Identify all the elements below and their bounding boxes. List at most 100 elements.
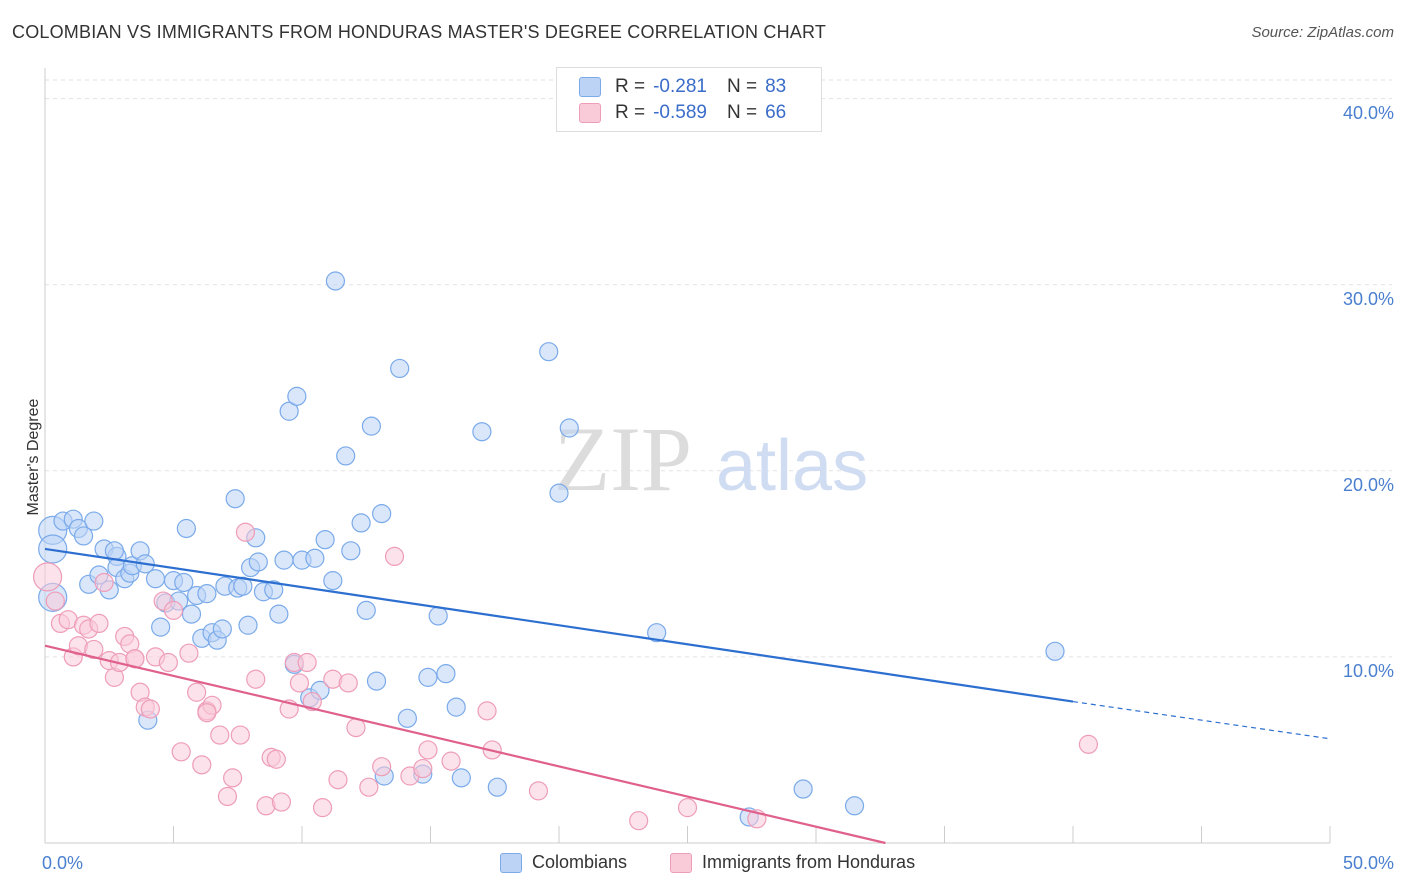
- colombians-point: [274, 550, 294, 570]
- honduras-point: [179, 643, 199, 663]
- honduras-point: [418, 740, 438, 760]
- colombians-point: [472, 422, 492, 442]
- colombians-point: [325, 271, 346, 291]
- colombians-point: [361, 416, 381, 436]
- legend-n-value: 83: [765, 76, 787, 97]
- honduras-point: [217, 786, 238, 807]
- honduras-point: [297, 652, 317, 673]
- bottom-legend-label: Immigrants from Honduras: [702, 852, 916, 872]
- legend-n-label: N =: [726, 102, 758, 123]
- colombians-point: [248, 552, 268, 572]
- legend-r-value: -0.281: [653, 76, 707, 97]
- colombians-point: [233, 576, 253, 596]
- legend-n-label: N =: [726, 76, 758, 97]
- honduras-point: [140, 699, 160, 719]
- colombians-point: [287, 386, 307, 406]
- honduras-point: [477, 701, 497, 721]
- legend-r-label: R =: [615, 76, 646, 97]
- colombians-point: [212, 619, 232, 639]
- legend-r-label: R =: [615, 102, 646, 123]
- colombians-point: [238, 615, 258, 635]
- honduras-point: [84, 639, 104, 660]
- trend-lines: [44, 547, 1331, 845]
- colombians-point: [549, 483, 569, 503]
- honduras-point: [413, 758, 433, 779]
- honduras-point: [302, 691, 322, 712]
- honduras-point: [163, 600, 184, 620]
- honduras-point: [230, 725, 250, 745]
- colombians-point: [336, 446, 356, 466]
- y-tick-label: 40.0%: [1342, 102, 1394, 123]
- correlation-legend: R = -0.281 N = 83 R = -0.589 N = 66: [556, 67, 822, 132]
- colombians-point: [436, 664, 456, 684]
- bottom-legend-honduras: Immigrants from Honduras: [670, 852, 915, 873]
- colombians-point: [397, 708, 417, 728]
- bottom-legend-swatch-pink: [670, 852, 692, 873]
- legend-row-honduras: R = -0.589 N = 66: [579, 101, 786, 125]
- colombians-point: [647, 623, 667, 643]
- colombians-point: [487, 777, 507, 797]
- watermark-atlas: atlas: [716, 426, 868, 506]
- bottom-legend-swatch-blue: [500, 852, 522, 873]
- colombians-point: [84, 511, 104, 531]
- colombians-point: [181, 604, 202, 624]
- data-points: [32, 271, 1099, 831]
- colombians-point: [176, 518, 196, 539]
- honduras-point: [338, 673, 358, 693]
- honduras-point: [441, 751, 461, 771]
- colombians-point: [323, 571, 343, 591]
- y-tick-label: 30.0%: [1342, 288, 1394, 309]
- colombians-point: [418, 667, 438, 687]
- chart-title: COLOMBIAN VS IMMIGRANTS FROM HONDURAS MA…: [12, 22, 827, 42]
- colombians-trend-line: [44, 547, 1074, 703]
- honduras-point: [629, 811, 649, 831]
- honduras-point: [266, 749, 286, 769]
- honduras-point: [372, 757, 392, 777]
- honduras-point: [158, 652, 178, 673]
- honduras-point: [359, 777, 379, 797]
- bottom-legend-label: Colombians: [532, 852, 628, 872]
- colombians-point: [315, 530, 335, 550]
- x-tick-label-min: 0.0%: [42, 853, 84, 873]
- honduras-point: [210, 725, 230, 745]
- colombians-point: [38, 534, 68, 564]
- colombians-point: [451, 768, 471, 788]
- colombians-point: [428, 606, 448, 626]
- honduras-point: [246, 669, 266, 689]
- colombians-point: [279, 401, 299, 421]
- honduras-point: [45, 591, 65, 611]
- honduras-point: [94, 572, 114, 593]
- honduras-point: [32, 562, 63, 592]
- honduras-point: [1078, 734, 1099, 754]
- colombians-point: [366, 671, 387, 691]
- legend-swatch-pink: [579, 103, 601, 123]
- honduras-point: [271, 792, 292, 812]
- colombians-point: [446, 697, 466, 717]
- legend-n-value: 66: [765, 102, 787, 123]
- colombians-point: [341, 541, 361, 561]
- watermark: ZIP atlas: [554, 408, 868, 510]
- honduras-trend-line: [44, 644, 886, 845]
- legend-swatch-blue: [579, 77, 601, 97]
- honduras-point: [677, 798, 698, 818]
- honduras-point: [197, 703, 217, 723]
- honduras-point: [187, 682, 207, 702]
- legend-row-colombians: R = -0.281 N = 83: [579, 75, 786, 99]
- colombians-point: [1045, 641, 1065, 661]
- honduras-point: [384, 546, 405, 567]
- bottom-legend-colombians: Colombians: [500, 852, 627, 873]
- legend-r-value: -0.589: [653, 102, 707, 123]
- colombians-point: [264, 580, 284, 600]
- y-tick-label: 10.0%: [1342, 660, 1394, 681]
- honduras-point: [192, 755, 212, 775]
- colombians-point: [225, 489, 245, 509]
- colombians-point: [174, 572, 194, 593]
- honduras-point: [289, 673, 310, 693]
- colombians-point: [269, 604, 289, 624]
- colombians-point: [104, 541, 124, 561]
- colombians-point: [73, 526, 94, 546]
- colombians-point: [844, 796, 865, 816]
- x-tick-label-max: 50.0%: [1342, 853, 1394, 873]
- colombians-point: [372, 504, 392, 524]
